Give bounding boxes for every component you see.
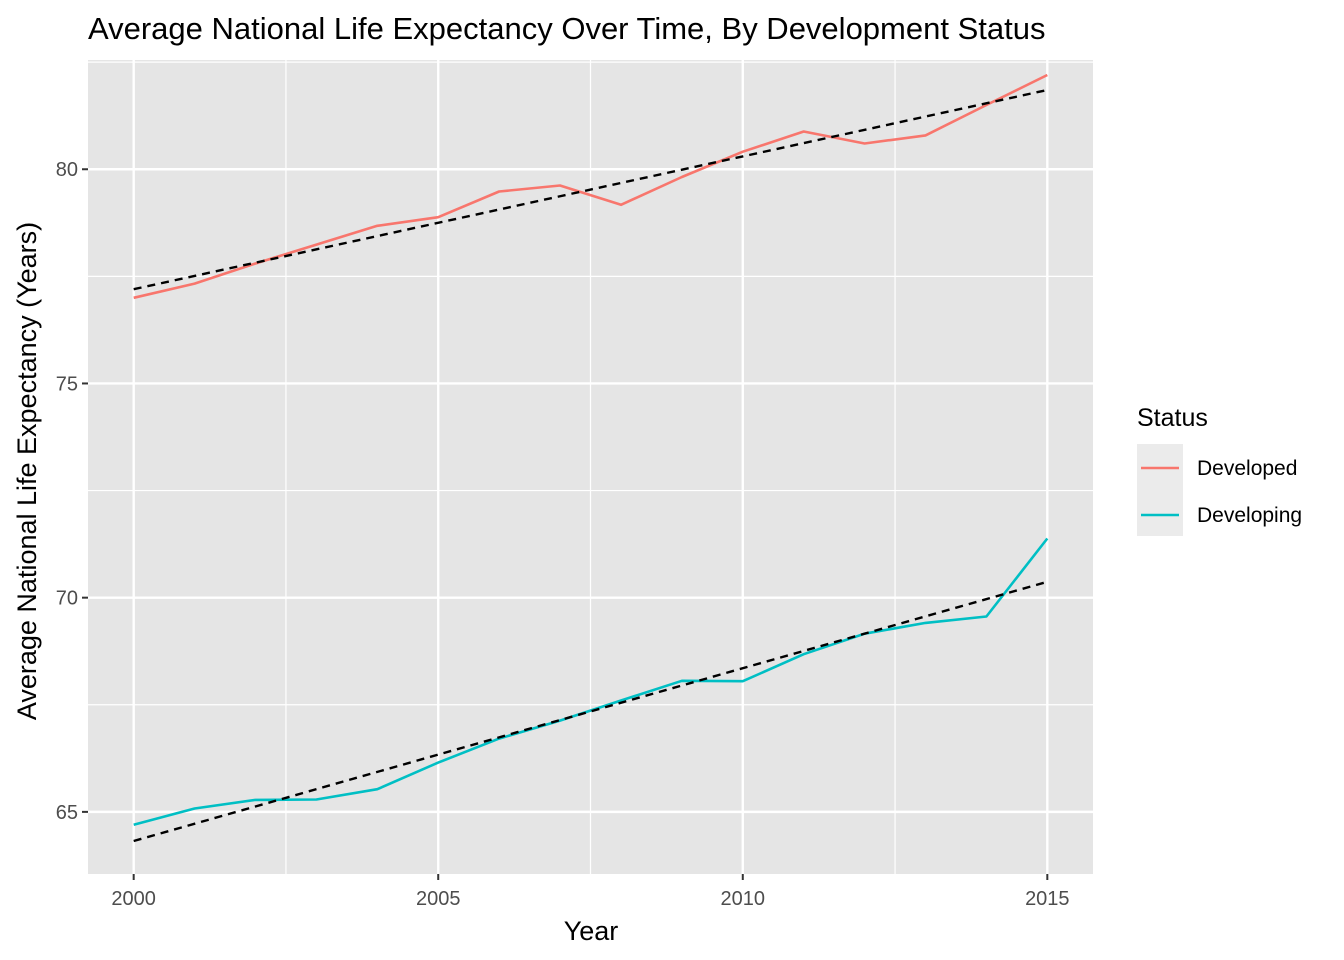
x-tick-label: 2000: [111, 888, 156, 910]
trend-line-developed: [133, 88, 1048, 291]
trend-line-developing: [133, 580, 1048, 843]
y-axis-label: Average National Life Expectancy (Years): [12, 222, 42, 720]
x-tick-label: 2015: [1025, 888, 1070, 910]
grid-major: [88, 60, 1093, 874]
y-axis: 65 70 75 80: [56, 159, 88, 824]
x-tick-label: 2010: [721, 888, 766, 910]
y-tick-label: 80: [56, 159, 78, 181]
y-tick-label: 70: [56, 588, 78, 610]
series-line-developed: [133, 73, 1048, 300]
legend-key-background: [1137, 444, 1183, 536]
y-tick-label: 75: [56, 373, 78, 395]
x-axis: 2000 2005 2010 2015: [111, 874, 1070, 910]
x-tick-label: 2005: [416, 888, 461, 910]
series-line-developing: [133, 537, 1049, 826]
trend-layer: [133, 88, 1048, 843]
chart-title: Average National Life Expectancy Over Ti…: [88, 11, 1045, 46]
legend: Status Developed Developing: [1137, 404, 1302, 536]
legend-label-developing: Developing: [1197, 504, 1302, 527]
legend-entries: Developed Developing: [1141, 457, 1302, 527]
x-axis-label: Year: [564, 916, 619, 946]
series-layer: [133, 73, 1049, 826]
plot-area: [88, 60, 1093, 874]
legend-title: Status: [1137, 404, 1208, 432]
legend-label-developed: Developed: [1197, 457, 1297, 480]
y-tick-label: 65: [56, 802, 78, 824]
grid-minor: [88, 60, 1093, 874]
